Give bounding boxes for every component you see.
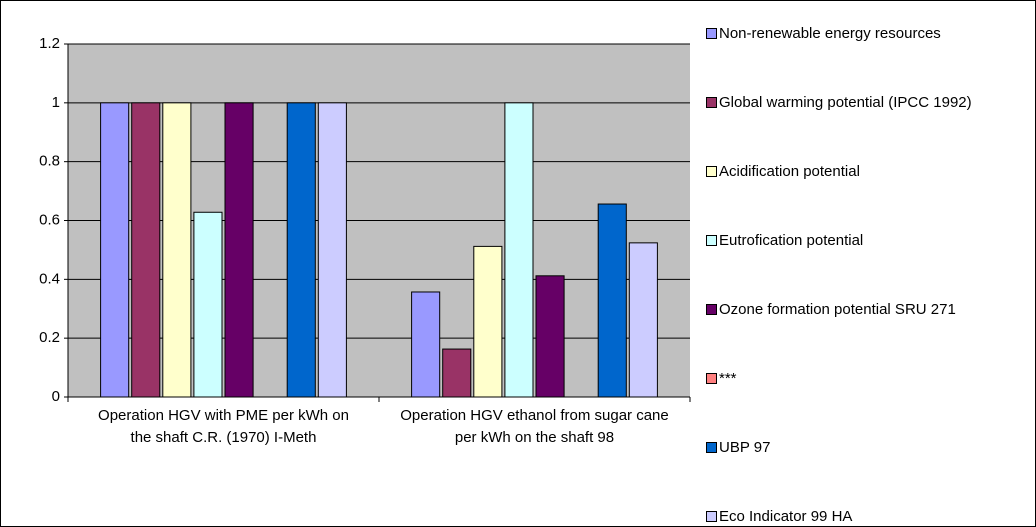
legend-label: Eutrofication potential [719,232,864,249]
x-tick-label: Operation HGV ethanol from sugar cane pe… [400,407,669,446]
legend-item: Global warming potential (IPCC 1992) [706,91,1026,114]
bar [286,102,316,398]
legend-swatch [706,97,717,108]
y-tick-label: 1 [52,94,60,111]
legend-label: UBP 97 [719,439,771,456]
legend-swatch [706,235,717,246]
legend-label: *** [719,370,737,387]
bar [473,245,503,398]
y-tick-label: 0 [52,388,60,405]
legend-item: Eco Indicator 99 HA [706,505,1026,527]
y-tick-label: 0.2 [39,329,60,346]
legend-item: Eutrofication potential [706,229,1026,252]
legend-label: Ozone formation potential SRU 271 [719,301,956,318]
bar [193,211,223,398]
bar [100,102,130,398]
legend-swatch [706,304,717,315]
legend-item: Acidification potential [706,160,1026,183]
y-tick-label: 0.4 [39,270,60,287]
bar [224,102,254,398]
legend-swatch [706,166,717,177]
y-tick-label: 0.6 [39,211,60,228]
bar [162,102,192,398]
legend-label: Non-renewable energy resources [719,25,941,42]
bar [317,102,347,398]
x-tick-label: Operation HGV with PME per kWh on the sh… [98,407,349,446]
legend-label: Eco Indicator 99 HA [719,508,853,525]
bar [131,102,161,398]
bar [411,291,441,398]
legend-label: Acidification potential [719,163,860,180]
legend-swatch [706,28,717,39]
bar [504,102,534,398]
bar [442,348,472,398]
legend-swatch [706,511,717,522]
legend-item: *** [706,367,1026,390]
y-tick-label: 1.2 [39,35,60,52]
bar [597,203,627,398]
y-tick-label: 0.8 [39,153,60,170]
legend-swatch [706,373,717,384]
legend-item: Ozone formation potential SRU 271 [706,298,1026,321]
legend-item: Non-renewable energy resources [706,22,1026,45]
legend-label: Global warming potential (IPCC 1992) [719,94,972,111]
legend-item: UBP 97 [706,436,1026,459]
bar [628,242,658,398]
legend-swatch [706,442,717,453]
bar [535,275,565,398]
